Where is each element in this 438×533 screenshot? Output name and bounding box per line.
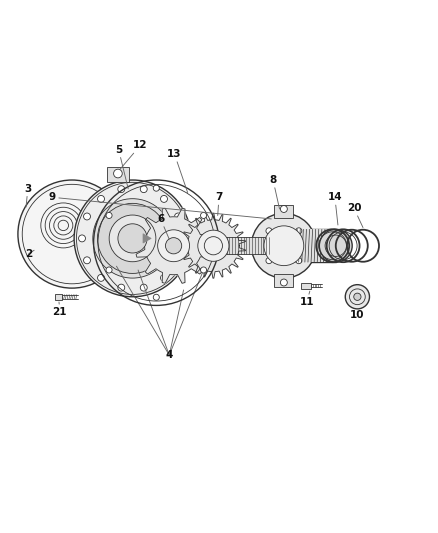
Circle shape [280,206,287,213]
Circle shape [98,274,105,281]
Text: 6: 6 [157,214,169,239]
Circle shape [118,224,147,253]
Polygon shape [301,283,311,289]
Circle shape [106,213,112,219]
Circle shape [161,196,167,203]
Text: 20: 20 [346,203,363,228]
Circle shape [118,185,125,192]
Polygon shape [274,205,293,217]
Circle shape [266,257,272,264]
Polygon shape [55,294,62,300]
Circle shape [201,267,207,273]
Polygon shape [107,167,129,182]
Circle shape [140,185,147,192]
Circle shape [354,293,361,301]
Circle shape [118,284,125,291]
Polygon shape [224,237,269,254]
Circle shape [140,284,147,291]
Text: 13: 13 [167,149,187,192]
Text: 14: 14 [328,192,342,225]
Circle shape [113,169,122,178]
Text: 4: 4 [166,350,173,360]
Circle shape [109,215,156,262]
Circle shape [158,230,190,262]
Polygon shape [293,229,336,262]
Circle shape [98,204,168,273]
Circle shape [251,213,316,278]
Text: 11: 11 [300,291,314,307]
Circle shape [153,185,159,191]
Text: 9: 9 [49,192,271,219]
Circle shape [296,228,302,234]
Text: 3: 3 [24,184,32,207]
Circle shape [266,228,272,234]
Circle shape [93,199,172,278]
Circle shape [201,213,207,219]
Circle shape [161,274,167,281]
Text: 5: 5 [115,145,128,189]
Polygon shape [274,274,293,287]
Circle shape [180,235,187,242]
Circle shape [84,213,91,220]
Text: 7: 7 [215,192,223,215]
Circle shape [98,196,105,203]
Text: 12: 12 [120,140,148,169]
Circle shape [296,257,302,264]
Circle shape [74,180,191,297]
Circle shape [198,230,229,261]
Text: 21: 21 [53,302,67,317]
Circle shape [175,257,181,264]
Text: 10: 10 [350,310,364,320]
Circle shape [175,213,181,220]
Circle shape [18,180,126,288]
Circle shape [280,279,287,286]
Circle shape [78,235,85,242]
Polygon shape [136,208,211,283]
Circle shape [106,267,112,273]
Circle shape [153,294,159,300]
Circle shape [345,285,370,309]
Text: 8: 8 [269,175,279,209]
Text: 2: 2 [25,248,34,259]
Polygon shape [143,234,151,243]
Polygon shape [181,213,246,278]
Circle shape [264,226,304,265]
Circle shape [319,229,352,262]
Circle shape [166,238,182,254]
Circle shape [84,257,91,264]
